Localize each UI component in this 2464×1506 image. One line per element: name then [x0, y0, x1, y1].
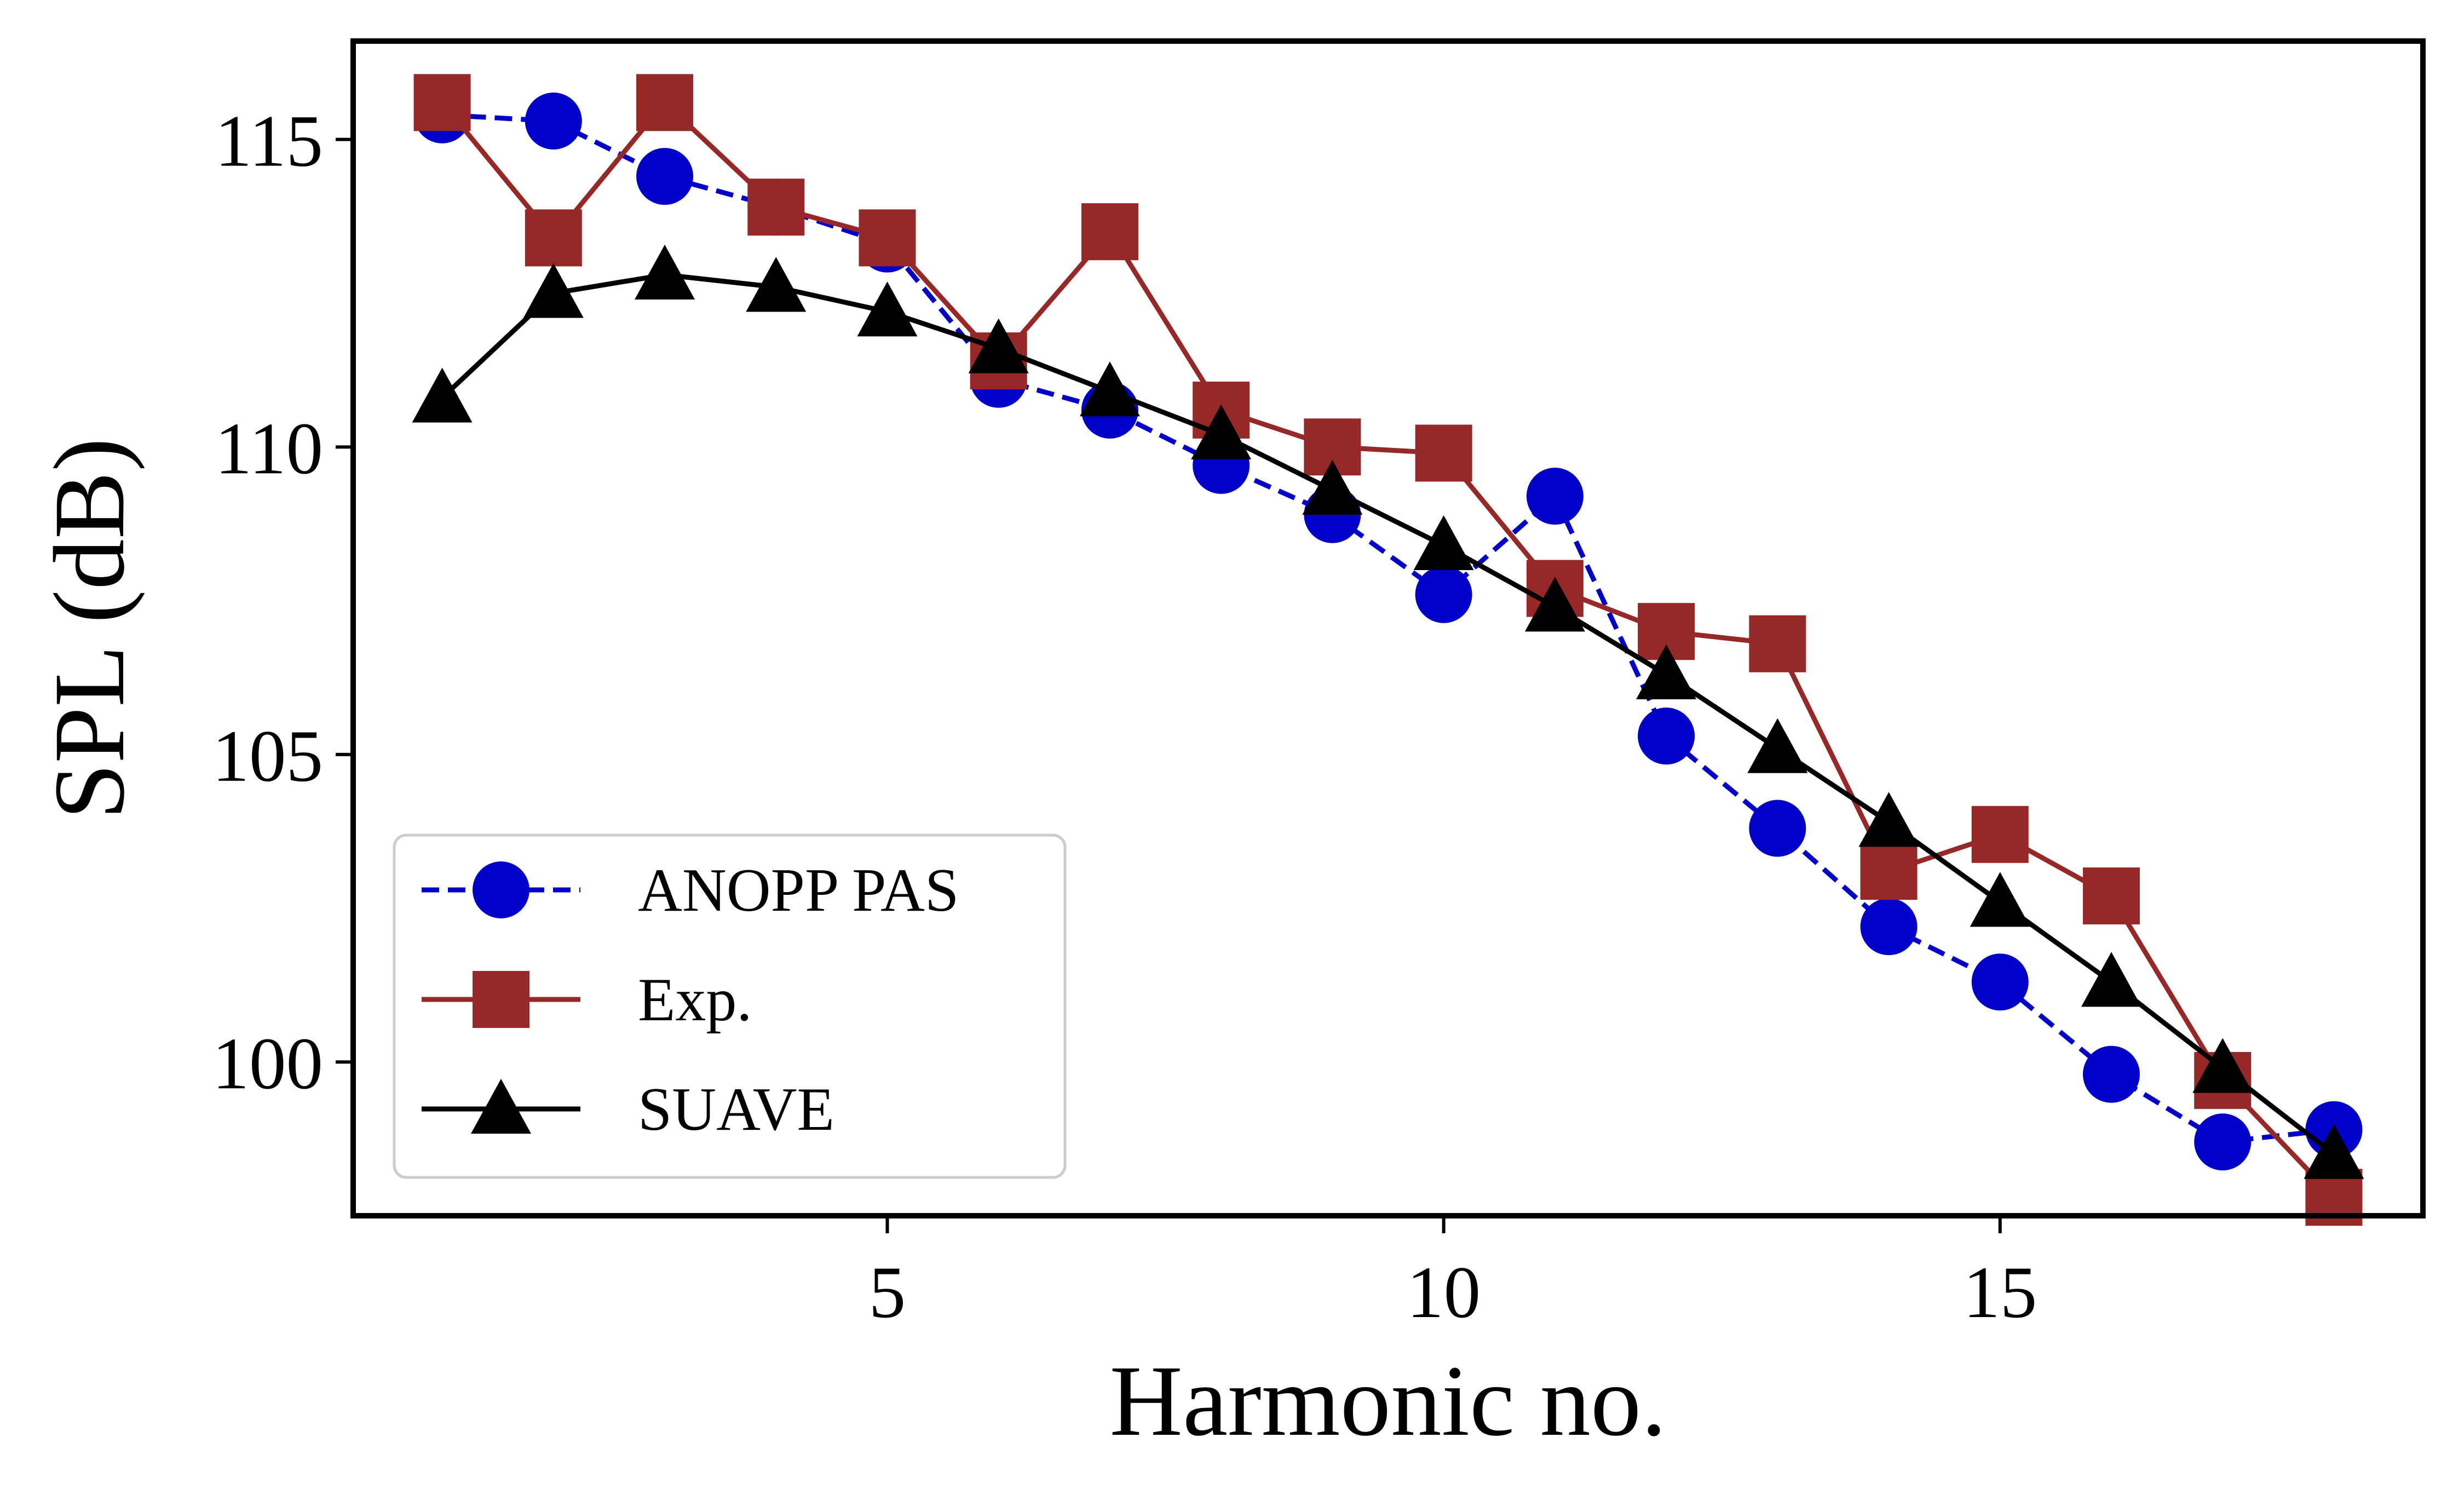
- series-layer: [412, 74, 2364, 1226]
- data-point: [1971, 806, 2029, 863]
- y-tick-label: 110: [215, 408, 324, 490]
- data-point: [1860, 898, 1918, 956]
- data-point: [2304, 1124, 2364, 1179]
- legend-marker: [471, 1079, 531, 1134]
- data-point: [1526, 468, 1584, 525]
- data-point: [1524, 577, 1585, 632]
- data-point: [412, 367, 473, 423]
- data-point: [857, 281, 918, 337]
- data-point: [2194, 1113, 2252, 1171]
- data-point: [1191, 404, 1252, 459]
- data-point: [1749, 615, 1806, 672]
- data-point: [523, 263, 584, 318]
- data-point: [1413, 515, 1474, 570]
- data-point: [1858, 792, 1919, 847]
- ticks-layer: 5 10 15 100 105 110 115: [212, 101, 2037, 1333]
- legend-item-anopp-pas: ANOPP PAS: [422, 857, 959, 924]
- x-tick-label: 10: [1407, 1252, 1481, 1333]
- legend-marker: [473, 861, 529, 918]
- data-point: [635, 244, 695, 300]
- data-point: [636, 74, 694, 131]
- data-point: [636, 148, 694, 205]
- data-point: [1302, 459, 1363, 515]
- y-axis-label: SPL (dB): [33, 438, 146, 819]
- data-point: [968, 318, 1029, 373]
- legend-item-suave: SUAVE: [422, 1076, 834, 1143]
- data-point: [1079, 361, 1140, 417]
- x-axis-label: Harmonic no.: [1109, 1345, 1666, 1457]
- legend-item-exp: Exp.: [422, 966, 752, 1034]
- series-suave: [412, 244, 2364, 1179]
- y-tick-label: 115: [215, 101, 324, 182]
- data-point: [1971, 953, 2029, 1011]
- data-point: [1749, 800, 1806, 857]
- legend-label: ANOPP PAS: [638, 857, 959, 924]
- data-point: [2082, 1045, 2140, 1103]
- legend-label: SUAVE: [638, 1076, 834, 1143]
- legend-marker: [473, 971, 529, 1028]
- y-tick-label: 105: [212, 716, 324, 797]
- data-point: [1860, 843, 1918, 900]
- y-tick-label: 100: [212, 1023, 324, 1105]
- data-point: [2082, 867, 2140, 925]
- data-point: [525, 209, 582, 267]
- legend: ANOPP PAS Exp. SUAVE: [393, 834, 1067, 1179]
- data-point: [413, 74, 471, 131]
- data-point: [1415, 424, 1472, 482]
- data-point: [525, 92, 582, 150]
- data-point: [1415, 566, 1472, 623]
- data-point: [747, 179, 805, 236]
- data-point: [1081, 203, 1138, 261]
- legend-items: ANOPP PAS Exp. SUAVE: [422, 857, 959, 1143]
- data-point: [2081, 952, 2141, 1007]
- plot-frame: [350, 38, 2426, 1218]
- data-point: [746, 257, 807, 312]
- x-tick-label: 15: [1963, 1252, 2037, 1333]
- x-tick-label: 5: [869, 1252, 906, 1333]
- data-point: [1636, 644, 1697, 699]
- data-point: [1638, 708, 1695, 765]
- legend-box: [393, 834, 1067, 1179]
- data-point: [1970, 872, 2030, 927]
- data-point: [2192, 1038, 2253, 1093]
- legend-label: Exp.: [638, 966, 752, 1034]
- data-point: [1747, 718, 1808, 773]
- data-point: [859, 209, 916, 267]
